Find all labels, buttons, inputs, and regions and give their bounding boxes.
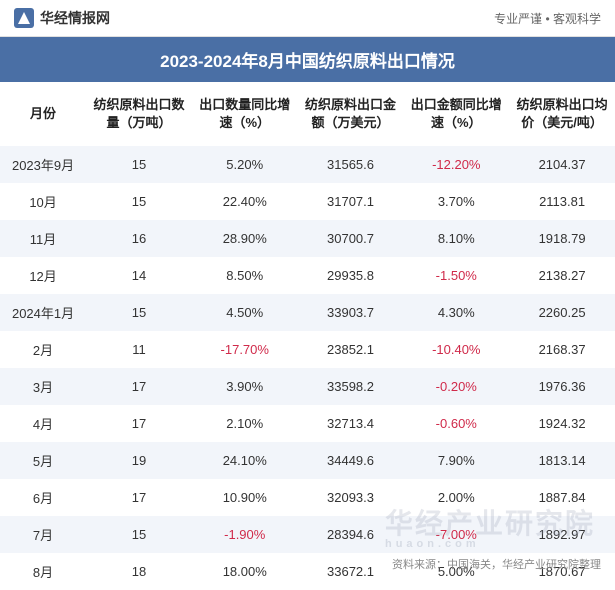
col-qty: 纺织原料出口数量（万吨） xyxy=(86,82,192,146)
table-cell: 33672.1 xyxy=(298,553,404,590)
table-cell: 10月 xyxy=(0,183,86,220)
table-cell: 2024年1月 xyxy=(0,294,86,331)
table-row: 3月173.90%33598.2-0.20%1976.36 xyxy=(0,368,615,405)
table-cell: 22.40% xyxy=(192,183,298,220)
table-cell: 5.20% xyxy=(192,146,298,183)
table-cell: 6月 xyxy=(0,479,86,516)
table-cell: 32713.4 xyxy=(298,405,404,442)
table-cell: 31565.6 xyxy=(298,146,404,183)
table-cell: 31707.1 xyxy=(298,183,404,220)
table-cell: -1.50% xyxy=(403,257,509,294)
table-row: 2023年9月155.20%31565.6-12.20%2104.37 xyxy=(0,146,615,183)
table-cell: 11 xyxy=(86,331,192,368)
page-title: 2023-2024年8月中国纺织原料出口情况 xyxy=(0,37,615,82)
col-month: 月份 xyxy=(0,82,86,146)
table-cell: 2月 xyxy=(0,331,86,368)
logo-icon xyxy=(14,8,34,28)
table-cell: 17 xyxy=(86,405,192,442)
table-row: 6月1710.90%32093.32.00%1887.84 xyxy=(0,479,615,516)
col-amt-yoy: 出口金额同比增速（%） xyxy=(403,82,509,146)
table-cell: -0.60% xyxy=(403,405,509,442)
header-left: 华经情报网 xyxy=(14,8,110,28)
table-row: 2024年1月154.50%33903.74.30%2260.25 xyxy=(0,294,615,331)
table-cell: 8月 xyxy=(0,553,86,590)
table-cell: 29935.8 xyxy=(298,257,404,294)
table-cell: 23852.1 xyxy=(298,331,404,368)
table-cell: -17.70% xyxy=(192,331,298,368)
table-cell: 3.90% xyxy=(192,368,298,405)
table-cell: -12.20% xyxy=(403,146,509,183)
table-cell: 8.50% xyxy=(192,257,298,294)
table-cell: 28.90% xyxy=(192,220,298,257)
table-row: 11月1628.90%30700.78.10%1918.79 xyxy=(0,220,615,257)
table-cell: 1976.36 xyxy=(509,368,615,405)
table-cell: 24.10% xyxy=(192,442,298,479)
table-cell: 1887.84 xyxy=(509,479,615,516)
table-cell: 15 xyxy=(86,183,192,220)
table-cell: 10.90% xyxy=(192,479,298,516)
export-table: 月份 纺织原料出口数量（万吨） 出口数量同比增速（%） 纺织原料出口金额（万美元… xyxy=(0,82,615,590)
table-cell: 7月 xyxy=(0,516,86,553)
table-row: 7月15-1.90%28394.6-7.00%1892.97 xyxy=(0,516,615,553)
table-cell: 17 xyxy=(86,479,192,516)
table-cell: 15 xyxy=(86,516,192,553)
table-cell: 2023年9月 xyxy=(0,146,86,183)
table-cell: 1918.79 xyxy=(509,220,615,257)
table-cell: 19 xyxy=(86,442,192,479)
table-row: 4月172.10%32713.4-0.60%1924.32 xyxy=(0,405,615,442)
table-cell: 8.10% xyxy=(403,220,509,257)
table-cell: 12月 xyxy=(0,257,86,294)
header-bar: 华经情报网 专业严谨 • 客观科学 xyxy=(0,0,615,37)
col-price: 纺织原料出口均价（美元/吨） xyxy=(509,82,615,146)
table-cell: 7.90% xyxy=(403,442,509,479)
table-cell: 32093.3 xyxy=(298,479,404,516)
table-cell: 4.30% xyxy=(403,294,509,331)
col-amt: 纺织原料出口金额（万美元） xyxy=(298,82,404,146)
table-cell: 2113.81 xyxy=(509,183,615,220)
table-cell: -1.90% xyxy=(192,516,298,553)
table-cell: 15 xyxy=(86,294,192,331)
table-cell: 28394.6 xyxy=(298,516,404,553)
table-row: 5月1924.10%34449.67.90%1813.14 xyxy=(0,442,615,479)
table-cell: -7.00% xyxy=(403,516,509,553)
table-cell: 1892.97 xyxy=(509,516,615,553)
table-cell: 2168.37 xyxy=(509,331,615,368)
col-qty-yoy: 出口数量同比增速（%） xyxy=(192,82,298,146)
table-cell: 3月 xyxy=(0,368,86,405)
table-cell: 30700.7 xyxy=(298,220,404,257)
table-cell: 17 xyxy=(86,368,192,405)
table-cell: 5月 xyxy=(0,442,86,479)
table-header-row: 月份 纺织原料出口数量（万吨） 出口数量同比增速（%） 纺织原料出口金额（万美元… xyxy=(0,82,615,146)
table-cell: 3.70% xyxy=(403,183,509,220)
table-cell: -0.20% xyxy=(403,368,509,405)
table-cell: 2104.37 xyxy=(509,146,615,183)
table-body: 2023年9月155.20%31565.6-12.20%2104.3710月15… xyxy=(0,146,615,590)
table-row: 10月1522.40%31707.13.70%2113.81 xyxy=(0,183,615,220)
table-cell: 1924.32 xyxy=(509,405,615,442)
table-cell: 2138.27 xyxy=(509,257,615,294)
header-tagline: 专业严谨 • 客观科学 xyxy=(494,10,601,27)
table-row: 2月11-17.70%23852.1-10.40%2168.37 xyxy=(0,331,615,368)
footer-source: 资料来源：中国海关，华经产业研究院整理 xyxy=(392,556,601,572)
table-cell: 4月 xyxy=(0,405,86,442)
table-cell: 1813.14 xyxy=(509,442,615,479)
table-cell: 2.10% xyxy=(192,405,298,442)
table-cell: 2260.25 xyxy=(509,294,615,331)
table-cell: 15 xyxy=(86,146,192,183)
table-cell: -10.40% xyxy=(403,331,509,368)
table-cell: 16 xyxy=(86,220,192,257)
table-cell: 18.00% xyxy=(192,553,298,590)
table-cell: 14 xyxy=(86,257,192,294)
table-cell: 2.00% xyxy=(403,479,509,516)
table-cell: 33903.7 xyxy=(298,294,404,331)
table-row: 12月148.50%29935.8-1.50%2138.27 xyxy=(0,257,615,294)
table-cell: 11月 xyxy=(0,220,86,257)
site-name: 华经情报网 xyxy=(40,8,110,28)
table-container: 月份 纺织原料出口数量（万吨） 出口数量同比增速（%） 纺织原料出口金额（万美元… xyxy=(0,82,615,590)
table-cell: 4.50% xyxy=(192,294,298,331)
table-cell: 18 xyxy=(86,553,192,590)
table-cell: 34449.6 xyxy=(298,442,404,479)
table-cell: 33598.2 xyxy=(298,368,404,405)
